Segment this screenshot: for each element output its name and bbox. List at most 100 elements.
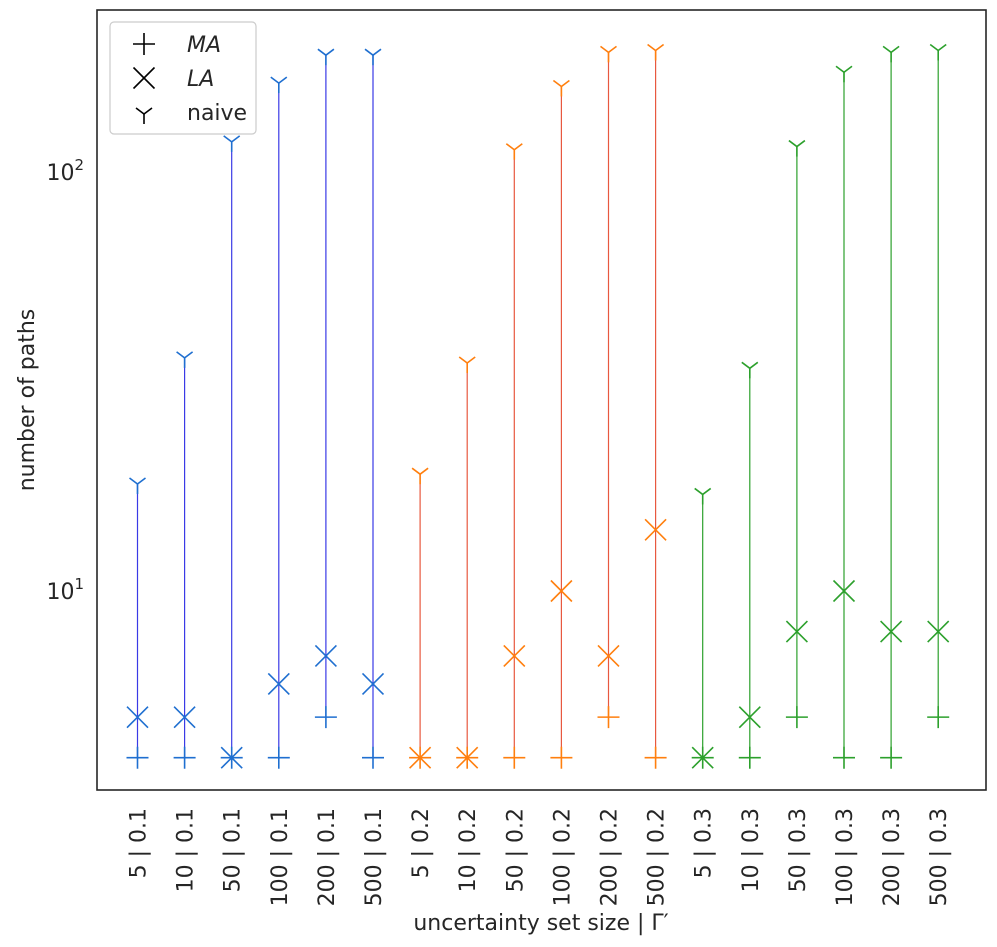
naive-marker-6-r (419, 467, 429, 475)
la-marker-10-b (597, 644, 620, 667)
naive-marker-5 (364, 48, 382, 66)
naive-marker-13-r (749, 361, 759, 369)
naive-marker-6-l (411, 467, 421, 475)
naive-marker-10-l (600, 45, 609, 53)
ma-marker-10 (597, 706, 620, 729)
x-axis-ticks: 5 | 0.1 10 | 0.1 50 | 0.1 100 | 0.1 200 | 0.… (127, 808, 953, 906)
naive-marker-10 (600, 45, 617, 63)
naive-marker-17-l (929, 43, 939, 52)
naive-marker-0-l (129, 477, 138, 485)
naive-marker-6 (411, 467, 429, 485)
y-tick-exp-1: 2 (74, 156, 84, 174)
x-tick-label-10: 200 | 0.2 (598, 808, 623, 906)
x-tick-label-14: 50 | 0.3 (786, 808, 811, 892)
y-tick-label-0: 101 (46, 575, 84, 605)
legend-box (109, 21, 257, 135)
la-marker-6-b (409, 746, 432, 769)
ma-marker-8 (503, 746, 526, 769)
legend-marker-la (132, 66, 156, 90)
la-marker-15 (832, 579, 856, 603)
x-tick-label-8: 50 | 0.2 (503, 808, 528, 892)
naive-marker-9-l (552, 79, 562, 88)
la-marker-4-b (314, 644, 337, 667)
naive-marker-9 (552, 79, 570, 97)
naive-marker-16 (882, 45, 900, 63)
x-tick-label-6: 5 | 0.2 (409, 808, 434, 878)
x-tick-label-3: 100 | 0.1 (268, 808, 293, 906)
naive-marker-8-l (505, 143, 515, 151)
naive-marker-11-r (655, 43, 665, 52)
legend-marker-ma (133, 33, 155, 55)
ma-marker-14 (785, 706, 808, 729)
naive-marker-2-l (223, 135, 233, 143)
naive-marker-15 (835, 65, 853, 83)
y-axis-label: number of paths (15, 309, 40, 492)
x-tick-label-17: 500 | 0.3 (927, 808, 952, 906)
la-marker-11-b (644, 518, 667, 541)
la-marker-5 (361, 672, 385, 696)
legend: MA LA naive (109, 21, 257, 135)
x-tick-label-4: 200 | 0.1 (315, 808, 340, 906)
naive-marker-11-l (647, 43, 657, 52)
la-marker-13 (738, 706, 761, 729)
naive-marker-16-r (890, 45, 900, 53)
naive-marker-2-r (231, 135, 241, 143)
x-axis-label: uncertainty set size | Γ′ (413, 911, 668, 936)
naive-marker-1 (176, 351, 194, 368)
legend-label-la: LA (187, 67, 214, 92)
naive-marker-4-l (317, 48, 327, 56)
naive-marker-4 (317, 48, 335, 66)
x-tick-label-9: 100 | 0.2 (550, 808, 575, 906)
la-marker-13-b (738, 706, 761, 729)
naive-marker-7-l (458, 356, 468, 364)
la-marker-12 (691, 746, 714, 769)
naive-marker-16-l (882, 45, 892, 53)
la-marker-2-b (220, 746, 243, 769)
naive-marker-17 (929, 43, 947, 61)
naive-marker-5-r (372, 48, 382, 56)
naive-marker-17-r (937, 43, 947, 52)
la-marker-8-b (503, 644, 526, 667)
ma-marker-9 (550, 746, 573, 769)
legend-marker-naive (135, 107, 153, 124)
la-marker-11 (644, 518, 667, 541)
naive-marker-10-r (608, 45, 617, 53)
plot-area (96, 9, 987, 791)
ma-marker-13 (738, 746, 761, 769)
naive-marker-3-l (270, 76, 280, 84)
la-marker-16-b (880, 620, 903, 643)
legend-label-ma: MA (187, 33, 221, 58)
x-tick-label-1: 10 | 0.1 (174, 808, 199, 892)
naive-marker-7-r (466, 356, 476, 364)
data-markers (126, 43, 950, 769)
naive-marker-11 (647, 43, 665, 61)
la-marker-14 (785, 620, 808, 643)
y-tick-base-0: 10 (46, 580, 74, 605)
la-marker-15-b (832, 579, 856, 603)
y-tick-label-1: 102 (46, 156, 84, 186)
la-marker-4 (314, 644, 337, 667)
la-marker-6 (409, 746, 432, 769)
y-tick-base-1: 10 (46, 161, 74, 186)
naive-marker-4-r (325, 48, 335, 56)
x-tick-label-11: 500 | 0.2 (645, 808, 670, 906)
la-marker-1 (173, 706, 196, 729)
naive-marker-3 (270, 76, 288, 94)
naive-marker-3-r (278, 76, 288, 84)
ma-marker-16 (880, 746, 903, 769)
legend-label-naive: naive (187, 101, 247, 126)
la-marker-5-b (361, 672, 385, 696)
la-marker-8 (503, 644, 526, 667)
x-tick-label-15: 100 | 0.3 (833, 808, 858, 906)
ma-marker-4 (314, 706, 337, 729)
naive-marker-12-r (702, 487, 712, 496)
la-marker-0-b (126, 706, 149, 729)
naive-marker-12-l (694, 487, 704, 496)
naive-marker-13 (741, 361, 759, 379)
la-marker-12-b (691, 746, 714, 769)
naive-marker-14-r (796, 139, 806, 148)
legend-marker-la-b (132, 66, 156, 90)
naive-marker-2 (223, 135, 241, 152)
naive-marker-8-r (513, 143, 523, 151)
